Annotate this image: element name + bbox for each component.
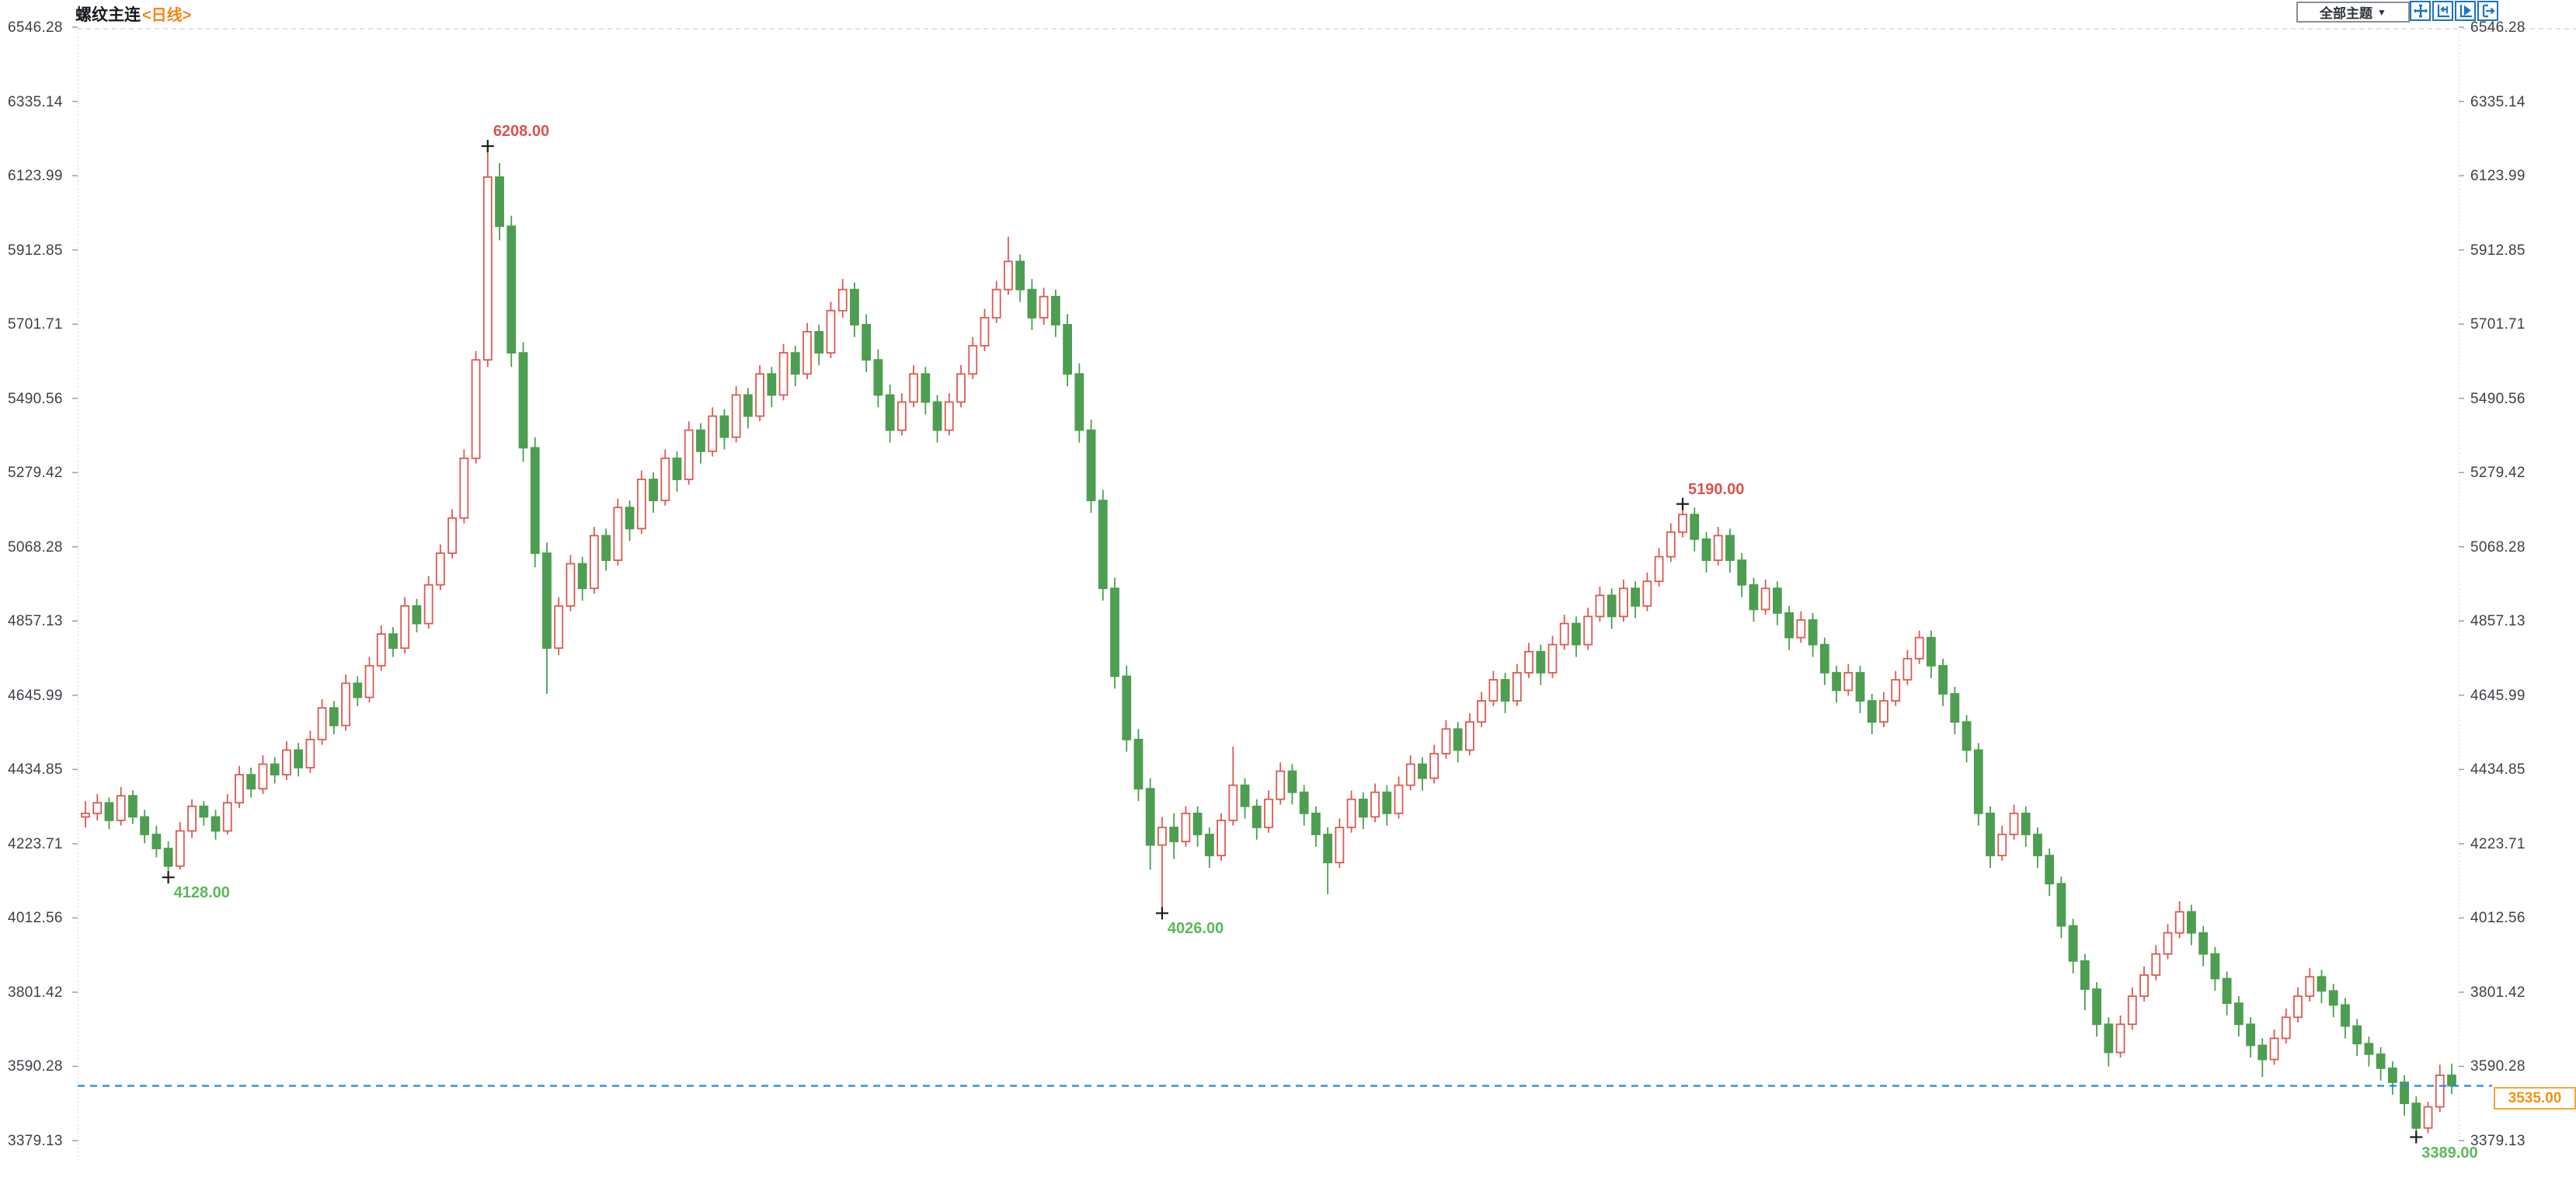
y-axis-label-left: 4857.13 [8,613,63,630]
y-axis-label-right: 5068.28 [2470,538,2526,556]
extreme-price-label: 4128.00 [173,884,230,902]
period-tag: <日线> [142,7,192,24]
y-axis-label-right: 5912.85 [2470,242,2526,259]
pan-right-icon[interactable] [2477,1,2498,21]
y-axis-label-right: 6335.14 [2470,93,2526,110]
instrument-name: 螺纹主连 [75,6,141,24]
y-axis-label-left: 3590.28 [8,1058,63,1075]
current-price-badge: 3535.00 [2494,1087,2576,1110]
y-axis-label-left: 5279.42 [8,465,63,482]
y-axis-label-right: 5701.71 [2470,316,2526,333]
y-axis-label-left: 5701.71 [8,316,63,333]
axis-play-icon[interactable] [2455,1,2476,21]
axis-compress-icon[interactable] [2432,1,2453,21]
crosshair-move-icon[interactable] [2410,1,2431,21]
axis-play-glyph [2459,5,2472,18]
y-axis-label-right: 4645.99 [2470,687,2526,704]
y-axis-label-right: 4223.71 [2470,835,2526,852]
y-axis-label-left: 5490.56 [8,390,63,407]
y-axis-label-right: 4434.85 [2470,761,2526,779]
y-axis-label-left: 5068.28 [8,538,63,556]
y-axis-label-left: 4012.56 [8,910,63,927]
y-axis-label-right: 6546.28 [2470,19,2526,36]
y-axis-label-left: 5912.85 [8,242,63,259]
y-axis-label-left: 6335.14 [8,93,63,110]
y-axis-label-left: 6123.99 [8,168,63,185]
extreme-price-label: 3389.00 [2421,1144,2478,1162]
extreme-price-label: 4026.00 [1167,920,1224,938]
theme-dropdown[interactable]: 全部主题 ▼ [2296,2,2410,23]
instrument-title: 螺纹主连 <日线> [75,2,191,26]
y-axis-label-right: 3590.28 [2470,1058,2526,1075]
y-axis-label-left: 6546.28 [8,19,63,36]
extreme-price-label: 5190.00 [1688,480,1745,498]
axis-compress-glyph [2437,5,2449,18]
y-axis-label-right: 3379.13 [2470,1133,2526,1149]
y-axis-label-left: 4223.71 [8,835,63,852]
theme-dropdown-label: 全部主题 [2320,6,2373,21]
y-axis-label-right: 3801.42 [2470,984,2526,1001]
y-axis-label-left: 3379.13 [8,1133,63,1149]
y-axis-label-right: 4012.56 [2470,910,2526,927]
pan-right-glyph [2482,4,2495,18]
crosshair-move-glyph [2414,4,2427,18]
y-axis-label-left: 4645.99 [8,687,63,704]
y-axis-label-left: 4434.85 [8,761,63,779]
extreme-price-label: 6208.00 [493,123,550,141]
y-axis-label-right: 5490.56 [2470,390,2526,407]
y-axis-label-right: 4857.13 [2470,613,2526,630]
y-axis-label-left: 3801.42 [8,984,63,1001]
y-axis-label-right: 5279.42 [2470,465,2526,482]
y-axis-label-right: 6123.99 [2470,168,2526,185]
chevron-down-icon: ▼ [2377,6,2386,18]
